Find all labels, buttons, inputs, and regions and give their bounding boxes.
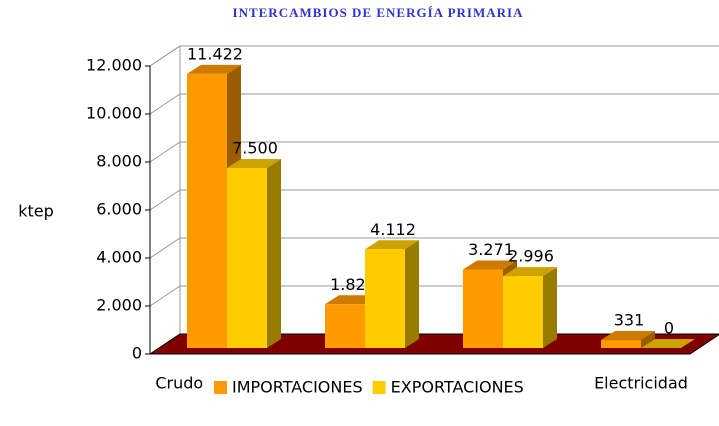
- bar-top: [463, 260, 517, 270]
- data-label: 3.271: [468, 240, 514, 259]
- grid-line: [149, 93, 719, 115]
- bar-front: [601, 340, 641, 348]
- bar-front: [187, 73, 227, 348]
- bar: [365, 240, 419, 348]
- bar-top: [187, 64, 241, 74]
- x-tick-label: Electricidad: [594, 374, 688, 393]
- data-label: 7.500: [232, 139, 278, 158]
- y-tick-label: 12.000: [86, 56, 142, 75]
- grid-line: [149, 141, 719, 163]
- bar-side: [543, 267, 557, 348]
- data-label: 1.821: [330, 275, 376, 294]
- grid-line: [149, 237, 719, 259]
- data-label: 11.422: [187, 44, 243, 63]
- data-label: 4.112: [370, 220, 416, 239]
- chart-title: INTERCAMBIOS DE ENERGÍA PRIMARIA: [233, 5, 524, 20]
- legend-swatch: [372, 381, 386, 394]
- bar-front: [365, 249, 405, 348]
- bar: [641, 339, 695, 348]
- bar-top: [365, 240, 419, 250]
- y-tick-label: 0: [132, 344, 142, 363]
- y-tick-label: 10.000: [86, 104, 142, 123]
- legend-label: IMPORTACIONES: [232, 378, 363, 397]
- bar-top: [601, 331, 655, 341]
- data-label: 331: [614, 311, 645, 330]
- y-tick-label: 6.000: [96, 200, 142, 219]
- bar-top: [227, 159, 281, 168]
- legend-label: EXPORTACIONES: [391, 378, 524, 397]
- bar: [227, 159, 281, 348]
- bar-side: [267, 159, 281, 348]
- data-label: 2.996: [508, 247, 554, 266]
- legend-box: [208, 372, 586, 402]
- grid-line: [149, 189, 719, 211]
- y-tick-label: 8.000: [96, 152, 142, 171]
- y-axis-label: ktep: [18, 202, 54, 221]
- y-tick-label: 4.000: [96, 248, 142, 267]
- bar-front: [503, 276, 543, 348]
- bar-front: [227, 168, 267, 348]
- bar-side: [641, 331, 655, 348]
- data-label: 0: [664, 319, 674, 338]
- bar: [601, 331, 655, 348]
- legend-swatch: [214, 381, 227, 394]
- grid-line: [149, 45, 719, 67]
- y-tick-label: 2.000: [96, 296, 142, 315]
- bar-side: [405, 240, 419, 348]
- bar-top: [503, 267, 557, 277]
- bar: [503, 267, 557, 348]
- legend: IMPORTACIONES EXPORTACIONES: [208, 372, 586, 402]
- bar-top: [641, 339, 695, 348]
- bar-front: [325, 304, 365, 348]
- bar-front: [463, 269, 503, 348]
